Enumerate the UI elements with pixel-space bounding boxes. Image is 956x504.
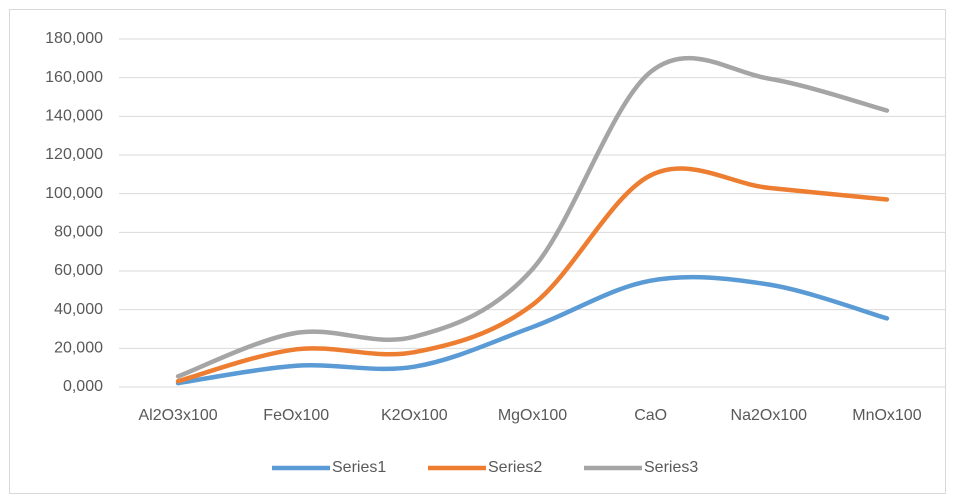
y-tick-label: 180,000 bbox=[45, 30, 103, 47]
y-tick-label: 60,000 bbox=[54, 262, 103, 279]
series-line bbox=[175, 166, 890, 384]
y-tick-label: 120,000 bbox=[45, 146, 103, 163]
y-tick-label: 20,000 bbox=[54, 340, 103, 357]
legend-label: Series1 bbox=[332, 459, 386, 476]
x-tick-label: Na2Ox100 bbox=[731, 407, 808, 424]
chart-border bbox=[9, 9, 946, 494]
series-line bbox=[175, 274, 890, 386]
y-tick-label: 160,000 bbox=[45, 69, 103, 86]
x-tick-label: MnOx100 bbox=[852, 407, 921, 424]
legend-label: Series3 bbox=[644, 459, 698, 476]
y-tick-label: 140,000 bbox=[45, 108, 103, 125]
y-tick-label: 0,000 bbox=[63, 378, 103, 395]
y-tick-label: 80,000 bbox=[54, 224, 103, 241]
x-tick-label: FeOx100 bbox=[263, 407, 329, 424]
x-tick-label: K2Ox100 bbox=[381, 407, 448, 424]
y-tick-label: 100,000 bbox=[45, 185, 103, 202]
x-tick-label: MgOx100 bbox=[498, 407, 567, 424]
series-line bbox=[175, 55, 890, 379]
y-tick-label: 40,000 bbox=[54, 301, 103, 318]
x-tick-label: CaO bbox=[634, 407, 667, 424]
legend-label: Series2 bbox=[488, 459, 542, 476]
x-tick-label: Al2O3x100 bbox=[138, 407, 217, 424]
